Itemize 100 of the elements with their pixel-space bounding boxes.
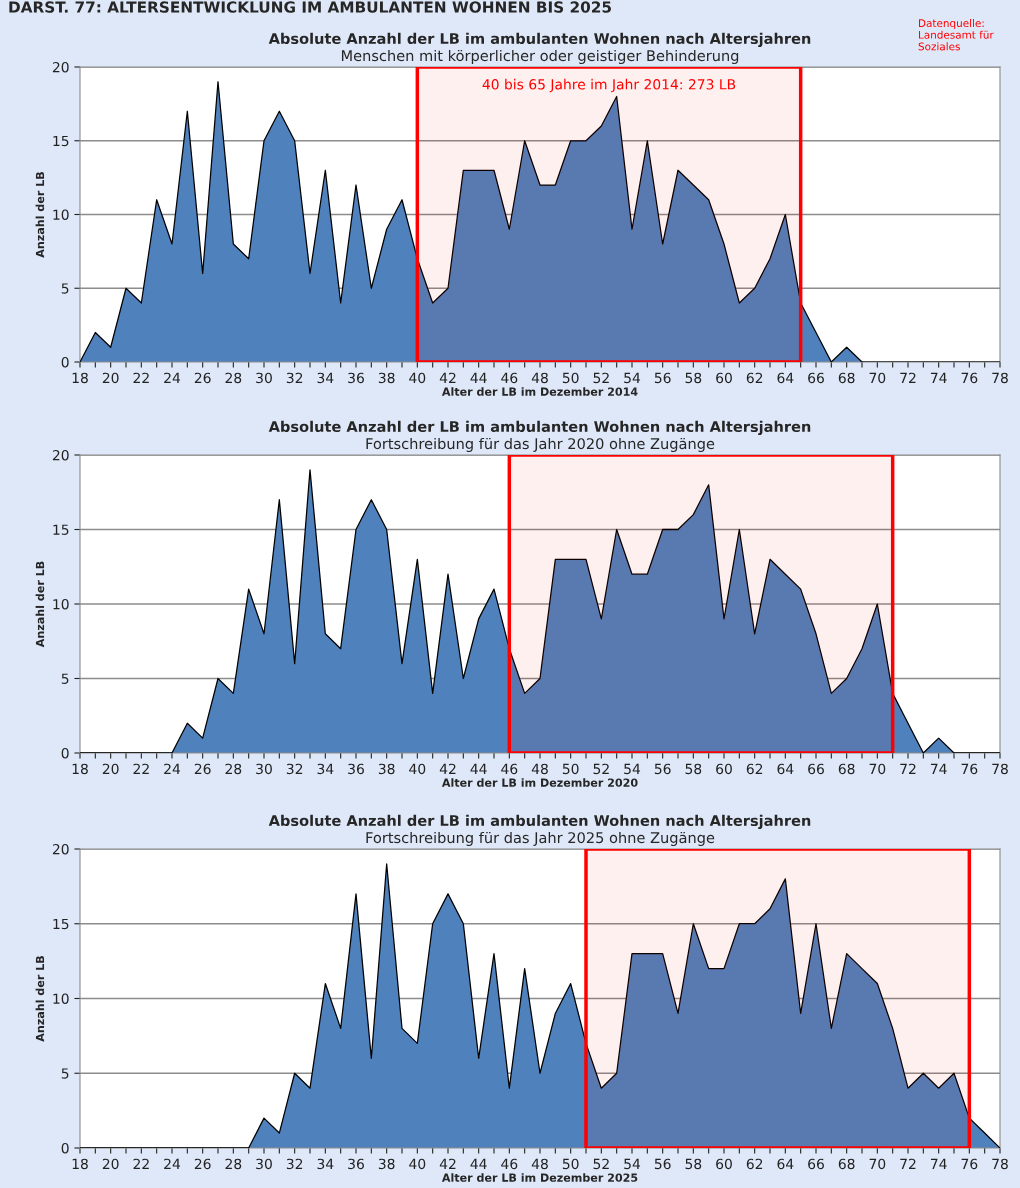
x-tick-label: 26 — [194, 1158, 211, 1170]
chart-title: Absolute Anzahl der LB im ambulanten Wohnen nach Altersjahren — [268, 32, 811, 47]
x-tick-label: 62 — [746, 1158, 763, 1170]
x-tick-label: 56 — [654, 763, 671, 775]
x-tick-label: 52 — [593, 1158, 609, 1170]
x-tick-label: 34 — [317, 1158, 334, 1170]
x-tick-label: 34 — [317, 763, 334, 775]
x-tick-label: 28 — [225, 763, 242, 775]
x-tick-label: 40 — [409, 1158, 426, 1170]
y-tick-label: 15 — [53, 918, 69, 930]
x-tick-label: 78 — [992, 1158, 1008, 1170]
x-tick-label: 18 — [72, 372, 88, 384]
x-tick-label: 70 — [869, 763, 886, 775]
x-tick-label: 50 — [562, 1158, 579, 1170]
x-tick-label: 66 — [808, 1158, 824, 1170]
x-tick-label: 38 — [378, 763, 395, 775]
y-tick-label: 10 — [53, 993, 69, 1004]
x-tick-label: 64 — [777, 372, 794, 384]
x-tick-label: 30 — [256, 1158, 272, 1170]
x-tick-label: 44 — [470, 763, 487, 774]
x-tick-label: 44 — [470, 1158, 487, 1169]
x-axis-title: Alter der LB im Dezember 2020 — [441, 778, 638, 787]
x-tick-label: 72 — [900, 763, 916, 774]
x-tick-label: 40 — [409, 372, 426, 384]
x-tick-label: 20 — [102, 763, 119, 775]
chart-subtitle: Menschen mit körperlicher oder geistiger Behinderung — [341, 49, 739, 64]
x-tick-label: 66 — [808, 372, 824, 384]
x-tick-label: 32 — [286, 763, 303, 775]
x-axis-title: Alter der LB im Dezember 2014 — [441, 387, 638, 396]
y-tick-label: 10 — [53, 209, 69, 220]
x-tick-label: 18 — [72, 763, 88, 775]
y-tick-label: 0 — [61, 1142, 69, 1154]
y-tick-label: 10 — [53, 598, 69, 610]
x-tick-label: 68 — [838, 372, 855, 384]
x-tick-label: 64 — [777, 1158, 794, 1170]
x-tick-label: 36 — [348, 763, 364, 775]
y-axis-title: Anzahl der LB — [35, 561, 45, 648]
y-tick-label: 15 — [53, 524, 69, 535]
x-tick-label: 52 — [593, 372, 609, 384]
y-tick-label: 15 — [53, 135, 69, 147]
band-label: 40 bis 65 Jahre im Jahr 2014: 273 LB — [482, 78, 736, 93]
x-tick-label: 58 — [685, 1158, 702, 1170]
x-tick-label: 26 — [194, 763, 211, 775]
x-tick-label: 54 — [624, 763, 641, 775]
x-tick-label: 56 — [654, 1158, 671, 1170]
x-tick-label: 58 — [685, 763, 702, 775]
x-tick-label: 36 — [348, 372, 364, 384]
x-tick-label: 78 — [992, 372, 1008, 384]
x-tick-label: 40 — [409, 763, 426, 775]
x-tick-label: 20 — [102, 372, 119, 384]
chart-subtitle: Fortschreibung für das Jahr 2020 ohne Zugänge — [366, 437, 715, 452]
x-tick-label: 48 — [531, 1158, 548, 1170]
x-tick-label: 70 — [869, 372, 886, 384]
x-tick-label: 50 — [562, 372, 579, 384]
x-tick-label: 48 — [531, 763, 548, 775]
x-tick-label: 42 — [439, 763, 456, 774]
x-tick-label: 32 — [286, 1158, 303, 1170]
x-tick-label: 46 — [501, 1158, 518, 1170]
x-tick-label: 24 — [164, 1158, 181, 1169]
x-tick-label: 72 — [900, 372, 916, 383]
x-tick-label: 42 — [439, 372, 456, 383]
chart-subtitle: Fortschreibung für das Jahr 2025 ohne Zugänge — [366, 831, 715, 846]
y-tick-label: 0 — [61, 356, 69, 368]
x-tick-label: 54 — [624, 372, 641, 384]
x-tick-label: 32 — [286, 372, 303, 384]
x-tick-label: 70 — [869, 1158, 886, 1170]
x-tick-label: 24 — [164, 372, 181, 383]
x-tick-label: 44 — [470, 372, 487, 383]
text: Datenquelle: Landesamt für Soziales — [918, 19, 994, 51]
x-tick-label: 50 — [562, 763, 579, 775]
x-tick-label: 46 — [501, 763, 518, 775]
x-tick-label: 28 — [225, 1158, 242, 1170]
y-axis-title: Anzahl der LB — [35, 172, 45, 258]
x-tick-label: 24 — [164, 763, 181, 774]
x-tick-label: 66 — [808, 763, 824, 775]
x-tick-label: 76 — [961, 372, 978, 384]
x-tick-label: 26 — [194, 372, 211, 384]
x-tick-label: 60 — [716, 1158, 732, 1170]
y-tick-label: 0 — [61, 747, 69, 759]
x-tick-label: 76 — [961, 763, 978, 775]
x-tick-label: 30 — [256, 372, 272, 384]
x-tick-label: 36 — [348, 1158, 364, 1170]
x-tick-label: 54 — [624, 1158, 641, 1170]
x-tick-label: 72 — [900, 1158, 916, 1169]
x-tick-label: 18 — [72, 1158, 88, 1170]
x-tick-label: 60 — [716, 372, 732, 384]
x-tick-label: 20 — [102, 1158, 119, 1170]
x-tick-label: 38 — [378, 1158, 395, 1170]
x-tick-label: 64 — [777, 763, 794, 775]
x-tick-label: 78 — [992, 763, 1008, 775]
x-tick-label: 28 — [225, 372, 242, 384]
y-tick-label: 20 — [52, 61, 69, 73]
x-tick-label: 76 — [961, 1158, 978, 1170]
x-tick-label: 22 — [133, 372, 149, 383]
y-axis-title: Anzahl der LB — [35, 956, 45, 1042]
y-tick-label: 5 — [61, 673, 69, 684]
x-tick-label: 30 — [256, 763, 272, 775]
x-tick-label: 42 — [439, 1158, 456, 1169]
x-tick-label: 74 — [930, 763, 947, 774]
x-tick-label: 46 — [501, 372, 518, 384]
